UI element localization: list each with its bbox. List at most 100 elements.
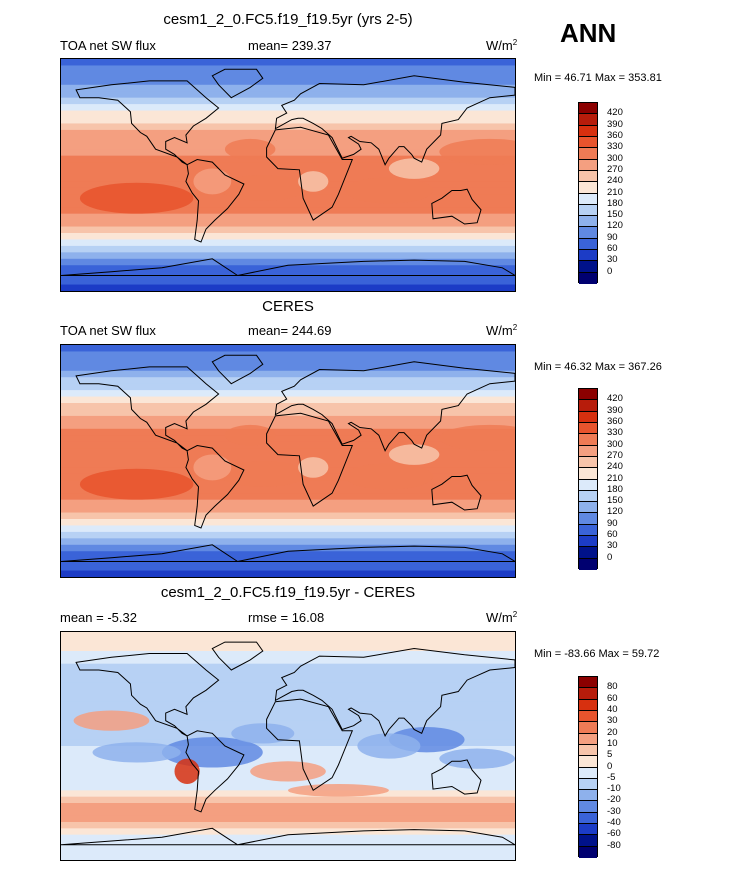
- contour-band: [61, 220, 515, 228]
- colorbar-swatch: [579, 227, 597, 239]
- contour-band: [61, 538, 515, 546]
- colorbar-tick-label: 210: [607, 472, 623, 484]
- contour-band: [61, 245, 515, 253]
- coastline: [185, 444, 245, 529]
- contour-band: [61, 448, 515, 456]
- map-model: [60, 58, 516, 292]
- contour-band: [61, 784, 515, 791]
- contour-feature: [298, 457, 329, 478]
- contour-feature: [79, 182, 194, 214]
- units-sup: 2: [512, 610, 518, 619]
- colorbar-tick-label: 30: [607, 254, 618, 266]
- contour-band: [61, 752, 515, 760]
- panel-units: W/m2: [486, 38, 517, 53]
- contour-feature: [193, 168, 232, 195]
- map-svg: [61, 345, 515, 577]
- panel-title: CERES: [262, 298, 314, 315]
- colorbar-tick-label: 120: [607, 220, 623, 232]
- coastline: [431, 759, 482, 795]
- colorbar-swatch: [579, 400, 597, 412]
- colorbar-swatch: [579, 688, 597, 700]
- panel-title: cesm1_2_0.FC5.f19_f19.5yr (yrs 2-5): [163, 11, 413, 28]
- contour-band: [61, 110, 515, 118]
- contour-band: [61, 162, 515, 170]
- coastlines: [61, 354, 515, 563]
- colorbar-tick-label: 330: [607, 427, 623, 439]
- colorbar-swatch: [579, 778, 597, 791]
- contour-feature: [388, 444, 440, 465]
- coastline: [211, 354, 264, 385]
- colorbar-swatch: [579, 536, 597, 548]
- colorbar-tick-label: 360: [607, 129, 623, 141]
- colorbar-swatch: [579, 411, 597, 423]
- panel-mean-label: mean= 239.37: [248, 38, 332, 53]
- colorbar-tick-label: 40: [607, 703, 618, 715]
- coastline: [266, 698, 354, 792]
- colorbar-swatch: [579, 502, 597, 514]
- contour-band: [61, 104, 515, 112]
- colorbar-swatch: [579, 159, 597, 171]
- colorbar-tick-label: -60: [607, 828, 621, 840]
- colorbar-tick-label: 90: [607, 517, 618, 529]
- colorbar-swatch: [579, 744, 597, 757]
- contour-band: [61, 351, 515, 359]
- map-obs: [60, 344, 516, 578]
- colorbar-tick-label: 150: [607, 209, 623, 221]
- contour-band: [61, 97, 515, 105]
- coastline: [211, 68, 264, 99]
- contour-feature: [218, 175, 307, 201]
- minmax-label: Min = 46.71 Max = 353.81: [534, 72, 662, 84]
- contour-band: [61, 239, 515, 247]
- panel-left-label: TOA net SW flux: [60, 323, 156, 338]
- colorbar-tick-label: 240: [607, 175, 623, 187]
- panel-title: cesm1_2_0.FC5.f19_f19.5yr - CERES: [160, 584, 416, 601]
- contour-band: [61, 403, 515, 411]
- coastline: [274, 75, 515, 166]
- colorbar-tick-label: -10: [607, 783, 621, 795]
- colorbar-tick-label: 420: [607, 107, 623, 119]
- colorbar-tick-label: 0: [607, 265, 613, 277]
- colorbar-swatch: [579, 445, 597, 457]
- contour-band: [61, 632, 515, 639]
- contour-band: [61, 59, 515, 67]
- colorbar-swatch: [579, 756, 597, 768]
- panel-mean-label: mean= 244.69: [248, 323, 332, 338]
- colorbar-tick-label: 240: [607, 461, 623, 473]
- colorbar-tick-label: 90: [607, 231, 618, 243]
- colorbar-swatch: [579, 204, 597, 217]
- colorbar-swatch: [579, 434, 597, 446]
- colorbar-tick-label: -30: [607, 805, 621, 817]
- contour-feature: [288, 784, 389, 797]
- contour-band: [61, 428, 515, 436]
- coastline: [185, 730, 245, 813]
- colorbar-swatch: [579, 193, 597, 205]
- colorbar-swatch: [579, 699, 597, 711]
- contour-band: [61, 226, 515, 234]
- contour-band: [61, 657, 515, 665]
- contour-band: [61, 278, 515, 286]
- colorbar-swatch: [579, 677, 597, 689]
- colorbar-tick-label: 80: [607, 681, 618, 693]
- contour-band: [61, 258, 515, 266]
- contour-band: [61, 168, 515, 176]
- contour-band: [61, 519, 515, 527]
- contour-band: [61, 720, 515, 728]
- contour-band: [61, 499, 515, 507]
- contour-feature: [92, 742, 181, 763]
- coastline: [431, 188, 482, 225]
- contour-feature: [73, 710, 150, 731]
- contour-band: [61, 213, 515, 221]
- contour-band: [61, 676, 515, 684]
- contour-feature: [344, 177, 434, 204]
- panel-units: W/m2: [486, 323, 517, 338]
- contour-band: [61, 815, 515, 823]
- contour-band: [61, 638, 515, 646]
- contour-feature: [439, 138, 515, 165]
- contour-band: [61, 415, 515, 423]
- contour-band: [61, 200, 515, 208]
- colorbar-tick-label: 180: [607, 483, 623, 495]
- contour-band: [61, 689, 515, 696]
- contour-band: [61, 803, 515, 810]
- contour-feature: [439, 424, 515, 451]
- colorbar-tick-label: 390: [607, 404, 623, 416]
